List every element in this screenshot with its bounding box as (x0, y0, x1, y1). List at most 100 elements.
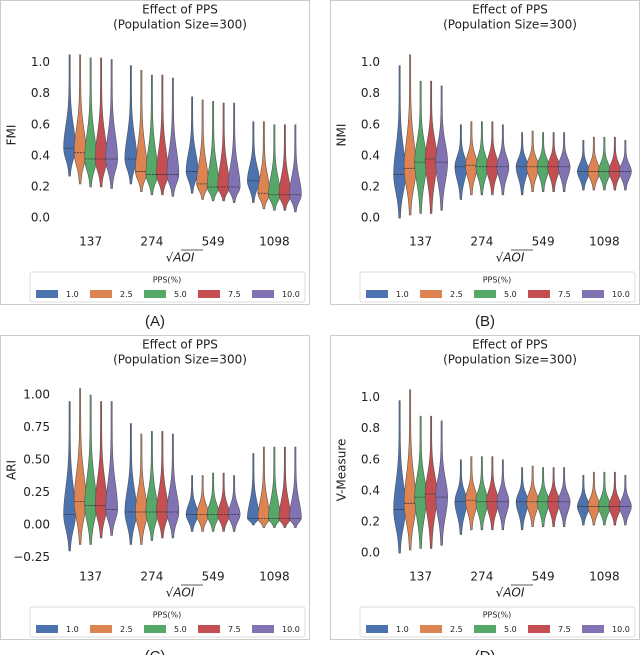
chart-title: Effect of PPS (472, 338, 548, 352)
legend-label: 1.0 (396, 290, 409, 299)
y-tick-label: 0.4 (361, 148, 380, 162)
violin-body (619, 140, 632, 191)
violin-body (94, 57, 108, 188)
legend-swatch (144, 290, 166, 298)
x-tick-label: 1098 (589, 235, 620, 249)
y-tick-label: 1.0 (361, 390, 380, 404)
violin-body (289, 446, 302, 528)
panel: Effect of PPS(Population Size=300) ARI −0.… (0, 335, 310, 655)
y-tick-label: 0.0 (361, 546, 380, 560)
x-axis-label: √AOI (496, 586, 525, 600)
violin-body (84, 394, 97, 545)
y-tick-label: 0.2 (361, 515, 380, 529)
violin-body (454, 459, 468, 535)
violin-body (475, 121, 489, 196)
y-tick-label: 0.6 (361, 117, 380, 131)
legend-label: 10.0 (612, 625, 630, 634)
chart-subtitle: (Population Size=300) (113, 353, 247, 367)
x-tick-label: 549 (202, 235, 225, 249)
panel-caption: (C) (145, 648, 166, 655)
violin-body (278, 124, 292, 211)
violin-body (105, 401, 118, 536)
violin-body (435, 85, 448, 211)
legend-label: 5.0 (174, 625, 187, 634)
y-tick-label: 1.00 (23, 388, 50, 402)
legend-swatch (528, 290, 550, 298)
violin-body (217, 102, 230, 202)
violin-body (414, 80, 427, 214)
violin-body (94, 401, 108, 539)
legend-swatch (420, 625, 442, 633)
violin-body (496, 124, 510, 196)
violin-body (166, 77, 180, 197)
x-axis-label: √AOI (496, 251, 525, 265)
violin-body (84, 57, 97, 188)
violin-body (124, 423, 138, 545)
legend-swatch (90, 625, 112, 633)
y-tick-label: 0.0 (361, 211, 380, 225)
x-axis-label: √AOI (166, 251, 195, 265)
legend-label: 7.5 (228, 625, 241, 634)
violin-body (247, 121, 260, 203)
y-tick-label: 0.50 (23, 453, 50, 467)
violin-body (414, 415, 427, 549)
chart-title: Effect of PPS (472, 3, 548, 17)
legend-title: PPS(%) (483, 611, 512, 620)
y-tick-label: 0.75 (23, 420, 50, 434)
y-tick-label: 0.6 (31, 117, 50, 131)
violin-body (73, 388, 87, 545)
violin-body (135, 70, 148, 192)
x-tick-label: 1098 (259, 235, 290, 249)
legend-label: 5.0 (504, 625, 517, 634)
panel-border (0, 0, 310, 305)
legend-swatch (582, 625, 604, 633)
violin-body (206, 472, 220, 532)
violin-body (619, 475, 632, 526)
violin-body (577, 140, 590, 191)
y-tick-label: 0.8 (31, 86, 50, 100)
violin-body (577, 475, 590, 526)
panel-caption: (A) (145, 313, 165, 330)
violin-body (547, 132, 560, 192)
violin-body (435, 420, 448, 546)
chart-subtitle: (Population Size=300) (443, 353, 577, 367)
violin-body (393, 400, 406, 554)
panel-caption: (B) (475, 313, 495, 330)
legend-swatch (252, 290, 274, 298)
legend-label: 10.0 (282, 625, 300, 634)
violin-body (403, 54, 417, 216)
x-tick-label: 137 (79, 235, 102, 249)
panel: Effect of PPS(Population Size=300) NMI 0.0… (330, 0, 640, 330)
y-axis-label: ARI (5, 460, 19, 480)
violin-body (227, 475, 241, 532)
panel-border (0, 335, 310, 640)
chart-title: Effect of PPS (142, 3, 218, 17)
legend-swatch (198, 290, 220, 298)
legend-swatch (366, 290, 388, 298)
violin-body (145, 431, 159, 541)
x-tick-label: 549 (202, 570, 225, 584)
panel: Effect of PPS(Population Size=300) FMI 0.0… (0, 0, 310, 330)
violin-body (196, 475, 209, 532)
legend-swatch (420, 290, 442, 298)
violin-body (247, 453, 260, 526)
legend-label: 5.0 (504, 290, 517, 299)
legend-label: 7.5 (558, 625, 571, 634)
legend-swatch (366, 625, 388, 633)
x-tick-label: 137 (409, 235, 432, 249)
panel-caption: (D) (475, 648, 496, 655)
x-tick-label: 274 (470, 235, 493, 249)
violin-body (465, 456, 478, 531)
legend-title: PPS(%) (153, 276, 182, 285)
violin-body (536, 467, 550, 527)
violin-body (63, 54, 76, 177)
panel: Effect of PPS(Population Size=300) V-Meas… (330, 335, 640, 655)
legend-label: 5.0 (174, 290, 187, 299)
legend-label: 2.5 (120, 625, 133, 634)
violin-body (278, 446, 292, 528)
violin-body (598, 136, 611, 191)
y-axis-label: V-Measure (335, 439, 349, 502)
violin-body (63, 401, 76, 552)
y-tick-label: 0.2 (31, 180, 50, 194)
